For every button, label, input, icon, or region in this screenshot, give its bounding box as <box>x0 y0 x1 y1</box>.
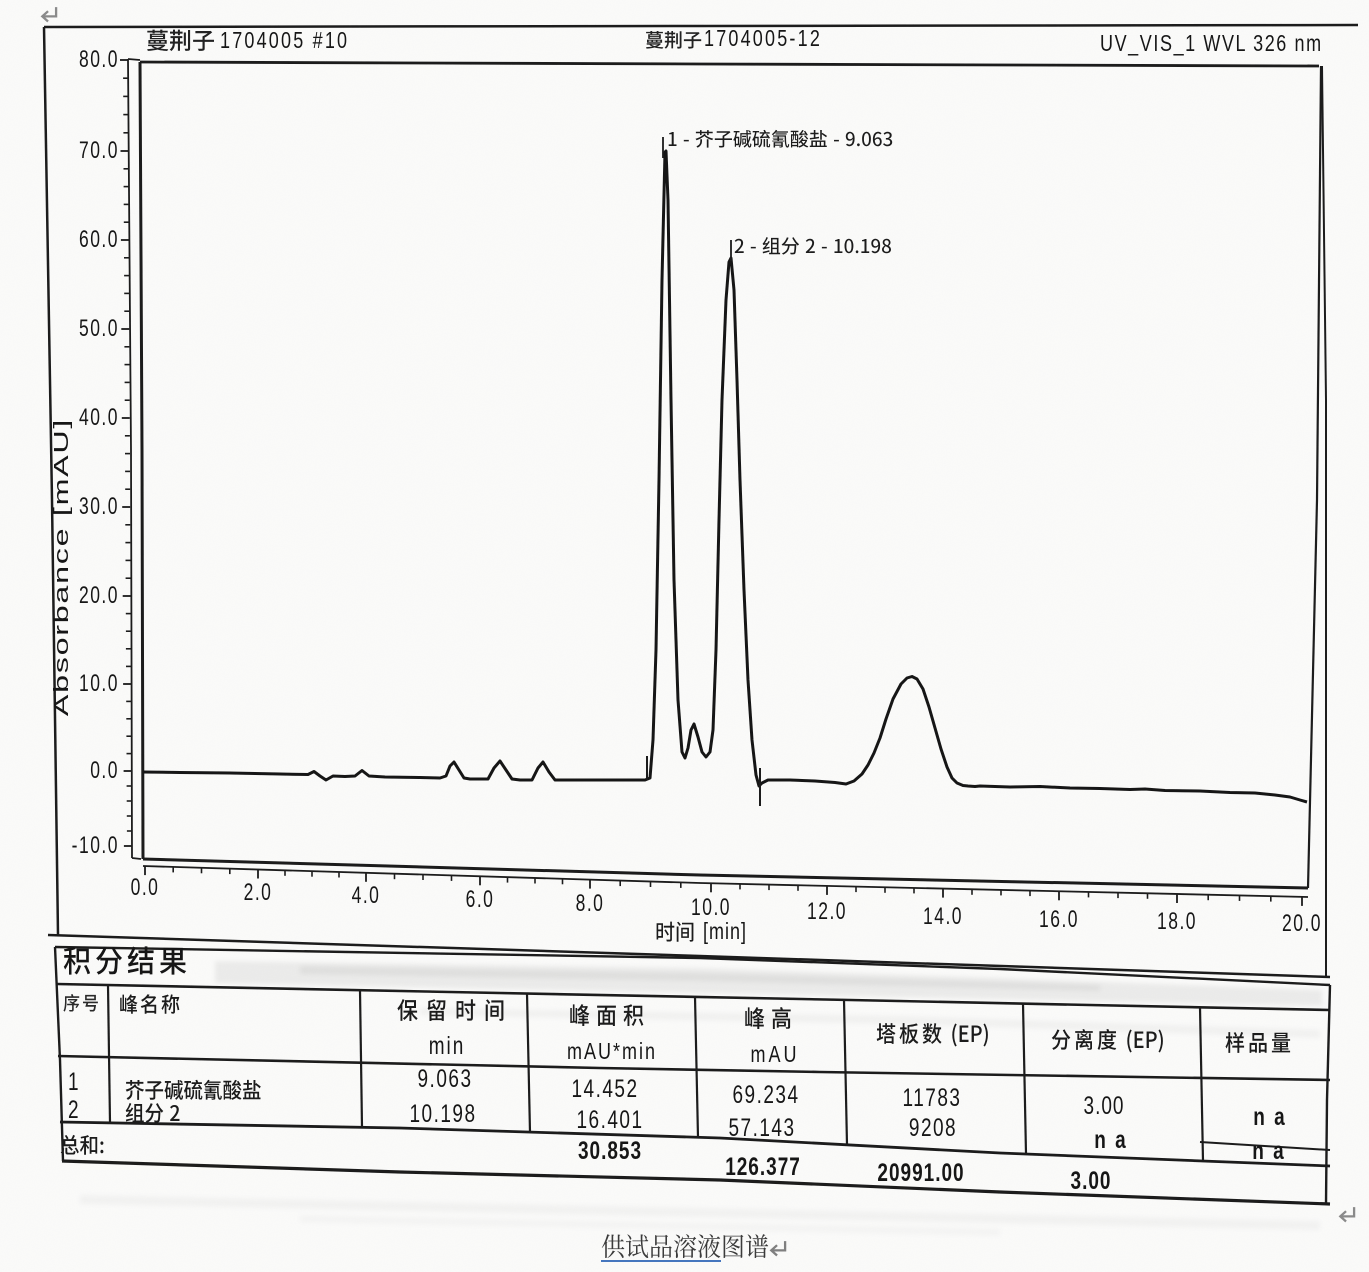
svg-text:10.0: 10.0 <box>691 895 731 921</box>
svg-text:80.0: 80.0 <box>79 47 119 73</box>
svg-text:16.0: 16.0 <box>1039 907 1079 933</box>
svg-text:10.198: 10.198 <box>409 1100 476 1128</box>
svg-text:69.234: 69.234 <box>732 1081 799 1109</box>
svg-text:mAU: mAU <box>751 1042 800 1068</box>
svg-text:3.00: 3.00 <box>1071 1167 1112 1195</box>
svg-text:-10.0: -10.0 <box>72 833 119 859</box>
svg-text:UV_VIS_1 WVL 326 nm: UV_VIS_1 WVL 326 nm <box>1100 31 1323 57</box>
svg-text:n a: n a <box>1253 1103 1286 1131</box>
svg-text:20991.00: 20991.00 <box>877 1159 964 1187</box>
svg-text:57.143: 57.143 <box>728 1114 795 1142</box>
svg-text:mAU*min: mAU*min <box>567 1039 657 1065</box>
svg-text:1704005 #10: 1704005 #10 <box>220 28 349 54</box>
svg-text:Absorbance [mAU]: Absorbance [mAU] <box>50 418 73 716</box>
svg-text:30.853: 30.853 <box>578 1137 642 1165</box>
svg-text:10.0: 10.0 <box>79 671 119 697</box>
svg-text:n a: n a <box>1094 1126 1127 1154</box>
svg-text:40.0: 40.0 <box>79 405 119 431</box>
svg-text:min: min <box>429 1032 466 1060</box>
svg-text:2.0: 2.0 <box>244 880 273 906</box>
svg-text:1: 1 <box>68 1068 79 1096</box>
svg-text:12.0: 12.0 <box>807 899 847 925</box>
svg-text:14.452: 14.452 <box>571 1075 638 1103</box>
svg-text:126.377: 126.377 <box>725 1153 801 1181</box>
svg-text:3.00: 3.00 <box>1084 1092 1125 1120</box>
svg-text:9208: 9208 <box>909 1114 957 1142</box>
svg-text:50.0: 50.0 <box>79 316 119 342</box>
svg-text:1704005-12: 1704005-12 <box>704 26 822 52</box>
svg-text:18.0: 18.0 <box>1157 909 1197 935</box>
svg-text:9.063: 9.063 <box>417 1065 472 1093</box>
svg-text:0.0: 0.0 <box>90 758 119 784</box>
svg-text:6.0: 6.0 <box>466 887 495 913</box>
svg-text:20.0: 20.0 <box>1282 911 1322 937</box>
svg-text:0.0: 0.0 <box>131 875 160 901</box>
svg-text:14.0: 14.0 <box>923 904 963 930</box>
svg-text:8.0: 8.0 <box>576 891 605 917</box>
svg-text:20.0: 20.0 <box>79 583 119 609</box>
svg-text:30.0: 30.0 <box>79 494 119 520</box>
svg-text:4.0: 4.0 <box>352 883 381 909</box>
svg-text:11783: 11783 <box>903 1084 962 1112</box>
svg-text:n a: n a <box>1252 1137 1285 1165</box>
svg-text:2: 2 <box>68 1096 79 1124</box>
svg-text:16.401: 16.401 <box>576 1106 643 1134</box>
svg-text:70.0: 70.0 <box>79 138 119 164</box>
svg-text:[min]: [min] <box>703 919 747 945</box>
svg-text:60.0: 60.0 <box>79 227 119 253</box>
